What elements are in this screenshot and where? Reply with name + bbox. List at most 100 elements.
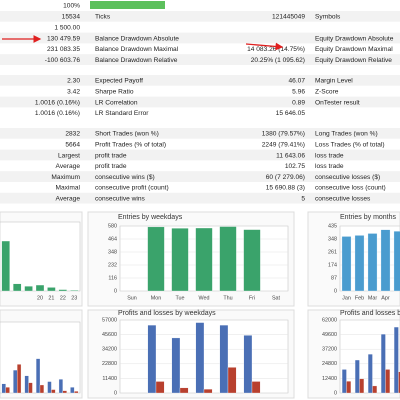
stat-label: consecutive loss (count) <box>315 185 386 192</box>
stat-value: 121445049 <box>272 14 305 21</box>
x-tick-label: Jan <box>342 295 351 301</box>
row-bg <box>0 75 400 86</box>
row-bg <box>0 182 400 193</box>
stat-value: Largest <box>58 152 80 159</box>
y-tick-label: 87 <box>331 275 337 281</box>
y-tick-label: 232 <box>108 262 117 268</box>
bar <box>372 385 378 394</box>
bar <box>39 384 45 394</box>
stat-label: profit trade <box>95 163 127 170</box>
bar <box>1 240 10 292</box>
chart: Profits and losses by months 0 12400 24800 3… <box>307 309 400 399</box>
x-tick-label: Tue <box>175 295 184 301</box>
y-tick-label: 45600 <box>102 332 117 338</box>
bar <box>179 387 189 394</box>
y-tick-label: 0 <box>114 288 117 294</box>
stat-label: Balance Drawdown Absolute <box>95 35 179 42</box>
bar <box>35 284 45 292</box>
y-tick-label: 11400 <box>102 376 117 382</box>
bar <box>354 359 360 394</box>
stat-label: consecutive wins ($) <box>95 174 155 181</box>
stat-value: 15 690.88 (3) <box>266 185 305 192</box>
y-tick-label: 37200 <box>322 347 337 353</box>
bar <box>51 389 56 394</box>
bar <box>227 367 237 394</box>
y-tick-label: 24800 <box>322 361 337 367</box>
chart-title: Entries by months <box>340 214 397 221</box>
row-bg <box>0 96 400 108</box>
chart: Profits and losses by weekdays 0 11400 2280… <box>87 309 295 399</box>
x-tick-label: Sat <box>272 295 281 301</box>
y-tick-label: 49600 <box>322 332 337 338</box>
stat-value: 102.75 <box>285 163 306 170</box>
bar <box>62 390 67 394</box>
chart-title: Profits and losses by months <box>340 310 400 317</box>
stat-label: Equity Drawdown Relative <box>315 57 392 64</box>
stat-value: 130 479.59 <box>47 35 80 42</box>
bar <box>147 324 157 394</box>
x-tick-label: 20 <box>37 295 43 301</box>
row-bg <box>0 21 400 33</box>
bar <box>171 228 189 292</box>
bar <box>393 326 399 394</box>
stat-label: OnTester result <box>315 99 360 106</box>
row-bg <box>0 171 400 182</box>
stat-value: 5.96 <box>292 88 305 95</box>
row-bg <box>0 11 400 22</box>
bar <box>28 382 33 394</box>
stat-label: Sharpe Ratio <box>95 88 134 95</box>
chart-title: Profits and losses by weekdays <box>118 310 216 317</box>
stat-value: 11 643.06 <box>276 152 305 159</box>
stat-label: Short Trades (won %) <box>95 131 159 138</box>
stat-value: 3.42 <box>67 88 80 95</box>
y-tick-label: 174 <box>328 262 337 268</box>
bar <box>195 227 213 292</box>
y-tick-label: 116 <box>108 275 117 281</box>
bar <box>58 289 68 292</box>
x-tick-label: Wed <box>199 295 210 301</box>
y-tick-label: 0 <box>114 390 117 396</box>
stat-label: Equity Drawdown Maximal <box>315 46 393 53</box>
stat-value: 2.30 <box>67 78 80 85</box>
bar <box>47 381 52 394</box>
bar <box>219 324 229 394</box>
stat-value: 1380 (79.57%) <box>262 131 305 138</box>
row-bg <box>0 32 400 44</box>
x-tick-label: Apr <box>381 295 390 301</box>
stat-value: Maximal <box>55 185 80 192</box>
stat-label: Equity Drawdown Absolute <box>315 35 394 42</box>
bar <box>219 226 237 292</box>
bar <box>147 226 165 292</box>
bar <box>243 229 261 292</box>
row-bg <box>0 160 400 172</box>
y-tick-label: 22800 <box>102 361 117 367</box>
stat-value: 231 083.35 <box>47 46 80 53</box>
bar <box>398 371 400 394</box>
bar <box>24 286 33 292</box>
stat-label: LR Correlation <box>95 99 138 106</box>
stat-label: Profit Trades (% of total) <box>95 141 166 148</box>
y-tick-label: 57000 <box>102 317 117 323</box>
stat-label: consecutive losses ($) <box>315 174 380 181</box>
stat-value: 2832 <box>65 131 80 138</box>
bar <box>385 369 391 394</box>
y-tick-label: 0 <box>334 390 337 396</box>
bar <box>203 389 213 394</box>
stat-value: 15 646.05 <box>276 110 306 117</box>
row-bg <box>0 107 400 119</box>
stat-value: 46.07 <box>288 78 305 85</box>
bar <box>70 290 79 292</box>
plot-area <box>0 221 81 292</box>
stat-value: 60 (7 279.06) <box>266 174 305 181</box>
bar <box>243 335 253 394</box>
stat-value: 1.0016 (0.16%) <box>35 99 80 106</box>
bar <box>380 333 386 394</box>
stat-label: Margin Level <box>315 78 353 85</box>
bar <box>359 378 365 394</box>
stat-label: consecutive wins <box>95 195 146 202</box>
stat-label: Balance Drawdown Relative <box>95 57 178 64</box>
y-tick-label: 62000 <box>322 317 337 323</box>
row-bg <box>0 192 400 204</box>
stat-value: -100 603.76 <box>45 57 81 64</box>
